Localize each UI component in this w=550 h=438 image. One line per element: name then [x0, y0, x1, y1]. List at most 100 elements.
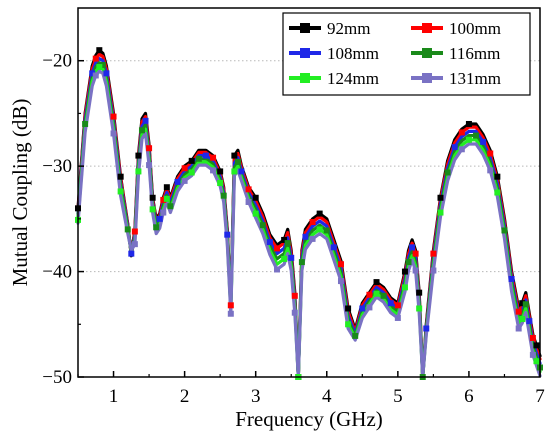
marker-116mm [284, 240, 291, 247]
marker-131mm [337, 278, 344, 285]
marker-92mm [465, 120, 472, 127]
marker-100mm [366, 291, 373, 298]
x-tick-label: 6 [464, 386, 474, 407]
x-tick-label: 3 [251, 386, 261, 407]
marker-92mm [373, 279, 380, 286]
marker-92mm [494, 173, 501, 180]
marker-100mm [430, 250, 437, 257]
marker-92mm [231, 152, 238, 159]
marker-116mm [444, 169, 451, 176]
legend-label: 124mm [327, 69, 379, 88]
y-axis-title: Mutual Coupling (dB) [8, 99, 32, 287]
marker-131mm [210, 167, 217, 174]
marker-108mm [480, 138, 487, 145]
x-tick-label: 4 [322, 386, 332, 407]
marker-124mm [149, 206, 156, 213]
marker-116mm [501, 227, 508, 234]
marker-108mm [508, 275, 515, 282]
marker-116mm [323, 227, 330, 234]
marker-92mm [149, 194, 156, 201]
marker-100mm [412, 250, 419, 257]
marker-108mm [288, 254, 295, 261]
marker-116mm [234, 158, 241, 165]
marker-124mm [437, 209, 444, 216]
marker-100mm [291, 292, 298, 299]
marker-131mm [309, 235, 316, 242]
marker-92mm [252, 194, 259, 201]
marker-131mm [92, 72, 99, 79]
marker-100mm [487, 150, 494, 157]
marker-108mm [103, 70, 110, 77]
marker-131mm [366, 304, 373, 311]
marker-92mm [117, 173, 124, 180]
legend-box [282, 12, 531, 96]
marker-116mm [259, 222, 266, 229]
marker-108mm [526, 318, 533, 325]
marker-92mm [96, 47, 103, 54]
marker-92mm [281, 236, 288, 243]
marker-92mm [135, 152, 142, 159]
marker-116mm [352, 332, 359, 339]
y-tick-label: −20 [42, 51, 72, 72]
series-line-108mm [76, 56, 542, 379]
marker-92mm [437, 194, 444, 201]
marker-108mm [266, 239, 273, 246]
marker-108mm [387, 300, 394, 307]
marker-131mm [430, 267, 437, 274]
legend-label: 108mm [327, 44, 379, 63]
x-tick-label: 7 [535, 386, 545, 407]
marker-108mm [128, 250, 135, 257]
marker-124mm [533, 358, 540, 365]
marker-124mm [519, 316, 526, 323]
y-tick-label: −50 [42, 367, 72, 388]
x-tick-label: 5 [393, 386, 403, 407]
marker-108mm [302, 233, 309, 240]
legend-swatch-marker [422, 73, 432, 83]
marker-92mm [217, 168, 224, 175]
marker-92mm [345, 305, 352, 312]
marker-92mm [519, 300, 526, 307]
marker-100mm [245, 186, 252, 193]
marker-124mm [465, 136, 472, 143]
marker-116mm [124, 226, 131, 233]
marker-116mm [167, 203, 174, 210]
legend-label: 131mm [449, 69, 501, 88]
marker-100mm [227, 302, 234, 309]
marker-116mm [153, 224, 160, 231]
marker-116mm [380, 292, 387, 299]
marker-116mm [220, 192, 227, 199]
marker-116mm [138, 127, 145, 134]
marker-124mm [135, 168, 142, 175]
marker-100mm [92, 55, 99, 62]
marker-131mm [274, 266, 281, 273]
marker-131mm [245, 198, 252, 205]
marker-116mm [473, 132, 480, 139]
marker-124mm [96, 64, 103, 71]
series-markers [75, 47, 543, 380]
legend-swatch-marker [300, 48, 310, 58]
marker-108mm [174, 178, 181, 185]
marker-116mm [298, 259, 305, 266]
marker-100mm [458, 129, 465, 136]
marker-131mm [146, 162, 153, 169]
marker-124mm [231, 168, 238, 175]
marker-124mm [252, 210, 259, 217]
marker-92mm [163, 184, 170, 191]
marker-108mm [423, 325, 430, 332]
marker-116mm [82, 120, 89, 127]
marker-108mm [89, 70, 96, 77]
marker-131mm [160, 209, 167, 216]
marker-131mm [131, 241, 138, 248]
marker-124mm [117, 188, 124, 195]
marker-124mm [345, 321, 352, 328]
marker-92mm [401, 268, 408, 275]
marker-116mm [99, 61, 106, 68]
marker-100mm [394, 302, 401, 309]
legend-swatch-marker [422, 48, 432, 58]
marker-116mm [522, 301, 529, 308]
marker-124mm [316, 226, 323, 233]
x-axis-title: Frequency (GHz) [235, 407, 383, 431]
marker-100mm [131, 228, 138, 235]
marker-100mm [515, 308, 522, 315]
